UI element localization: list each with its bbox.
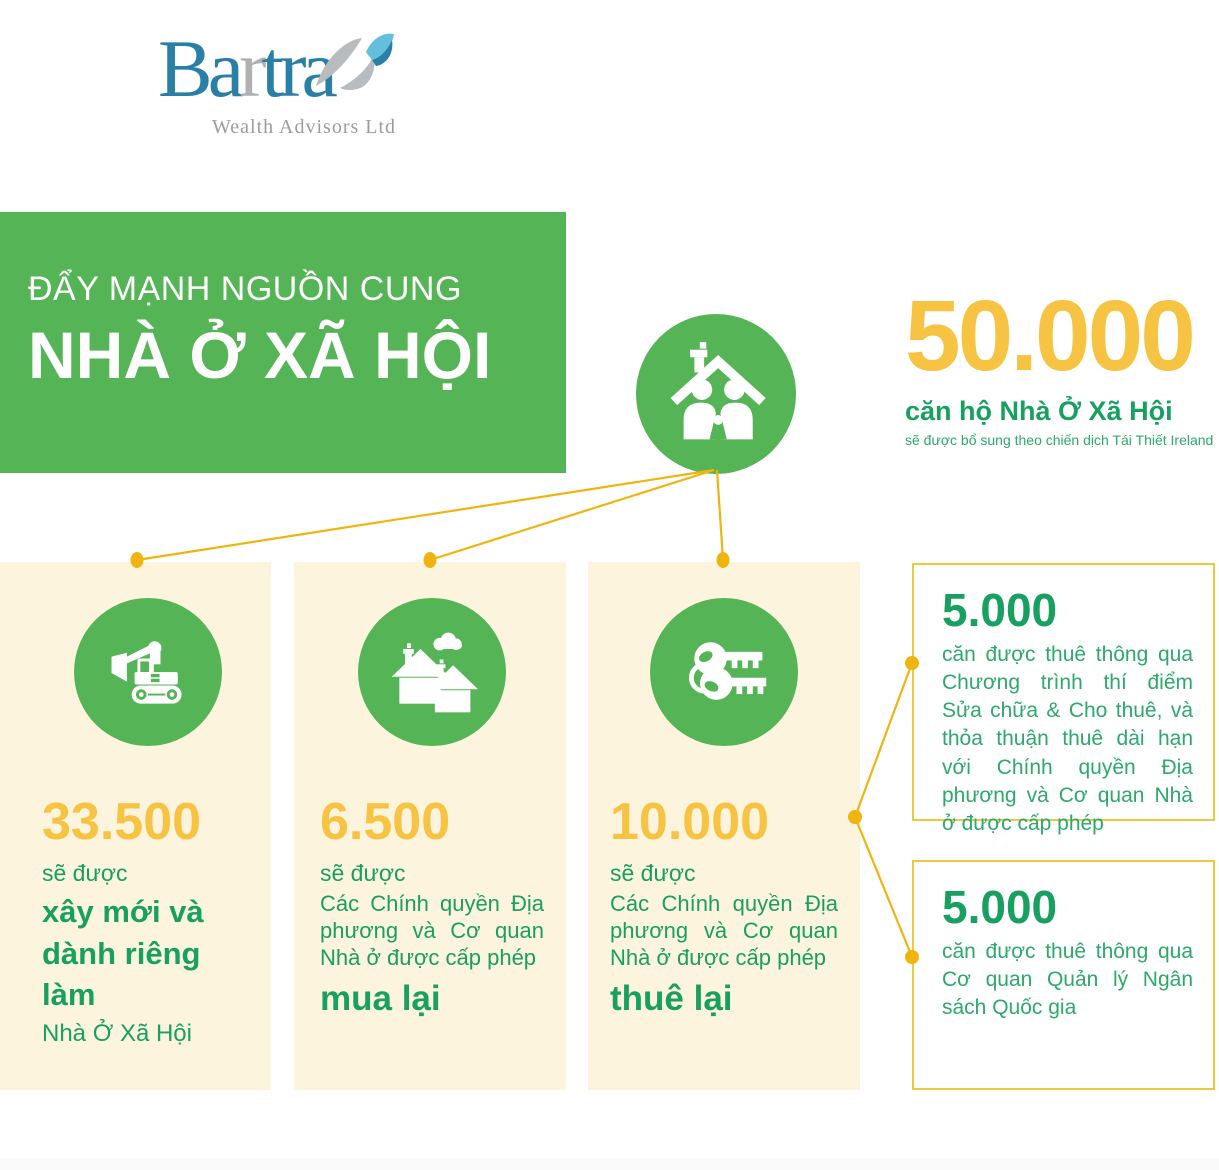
card-new-build-tail: Nhà Ở Xã Hội xyxy=(42,1019,192,1047)
card-purchase-lead: sẽ được xyxy=(320,860,406,886)
hero-stat-value: 50.000 xyxy=(905,280,1196,392)
side-box-budget-agency-body: căn được thuê thông qua Cơ quan Quản lý … xyxy=(942,940,1193,1020)
bottom-strip xyxy=(0,1158,1219,1170)
banner-title: NHÀ Ở XÃ HỘI xyxy=(28,318,492,392)
keys-icon xyxy=(688,642,767,700)
bird-icon xyxy=(316,33,394,91)
house-people-badge xyxy=(636,314,796,474)
logo-text-accent: r xyxy=(239,23,266,114)
logo-subtitle: Wealth Advisors Ltd xyxy=(212,116,397,138)
card-purchase-keyword: mua lại xyxy=(320,979,441,1019)
house-people-icon xyxy=(670,342,766,440)
side-box-budget-agency-value: 5.000 xyxy=(942,881,1058,933)
logo-text-left: Ba xyxy=(158,23,244,114)
card-purchase-badge xyxy=(358,598,506,746)
card-purchase-body: Các Chính quyền Địa phương và Cơ quan Nh… xyxy=(320,891,544,970)
hero-stat-label: căn hộ Nhà Ở Xã Hội xyxy=(905,396,1173,426)
card-new-build: 33.500 sẽ được xây mới và dành riêng làm… xyxy=(0,562,271,1090)
title-banner: ĐẨY MẠNH NGUỒN CUNG NHÀ Ở XÃ HỘI xyxy=(0,212,566,473)
side-box-repair-lease-value: 5.000 xyxy=(942,584,1058,636)
card-lease-body: Các Chính quyền Địa phương và Cơ quan Nh… xyxy=(610,891,838,970)
card-lease-keyword: thuê lại xyxy=(610,979,733,1019)
side-box-repair-lease-body: căn được thuê thông qua Chương trình thí… xyxy=(942,643,1193,835)
card-new-build-lead: sẽ được xyxy=(42,860,128,886)
bartra-logo: Bartra Wealth Advisors Ltd xyxy=(158,28,408,173)
houses-icon xyxy=(391,632,479,713)
side-box-repair-lease: 5.000 căn được thuê thông qua Chương trì… xyxy=(912,563,1215,835)
banner-kicker: ĐẨY MẠNH NGUỒN CUNG xyxy=(28,270,462,308)
card-new-build-badge xyxy=(73,598,222,746)
card-new-build-strong: xây mới và dành riêng làm xyxy=(42,894,204,1013)
hero-stat-sublabel: sẽ được bổ sung theo chiến dịch Tái Thiế… xyxy=(905,432,1214,448)
card-lease-value: 10.000 xyxy=(610,793,770,851)
excavator-icon xyxy=(111,641,182,704)
side-box-budget-agency: 5.000 căn được thuê thông qua Cơ quan Qu… xyxy=(912,860,1215,1090)
card-purchase-value: 6.500 xyxy=(320,793,451,851)
card-lease: 10.000 sẽ được Các Chính quyền Địa phươn… xyxy=(588,562,860,1090)
hero-stat: 50.000 căn hộ Nhà Ở Xã Hội sẽ được bổ su… xyxy=(905,286,1217,448)
card-lease-badge xyxy=(650,598,798,746)
card-lease-lead: sẽ được xyxy=(610,860,696,886)
card-new-build-value: 33.500 xyxy=(42,793,202,851)
logo-wordmark: Bartra xyxy=(158,28,408,110)
card-purchase: 6.500 sẽ được Các Chính quyền Địa phương… xyxy=(294,562,566,1090)
